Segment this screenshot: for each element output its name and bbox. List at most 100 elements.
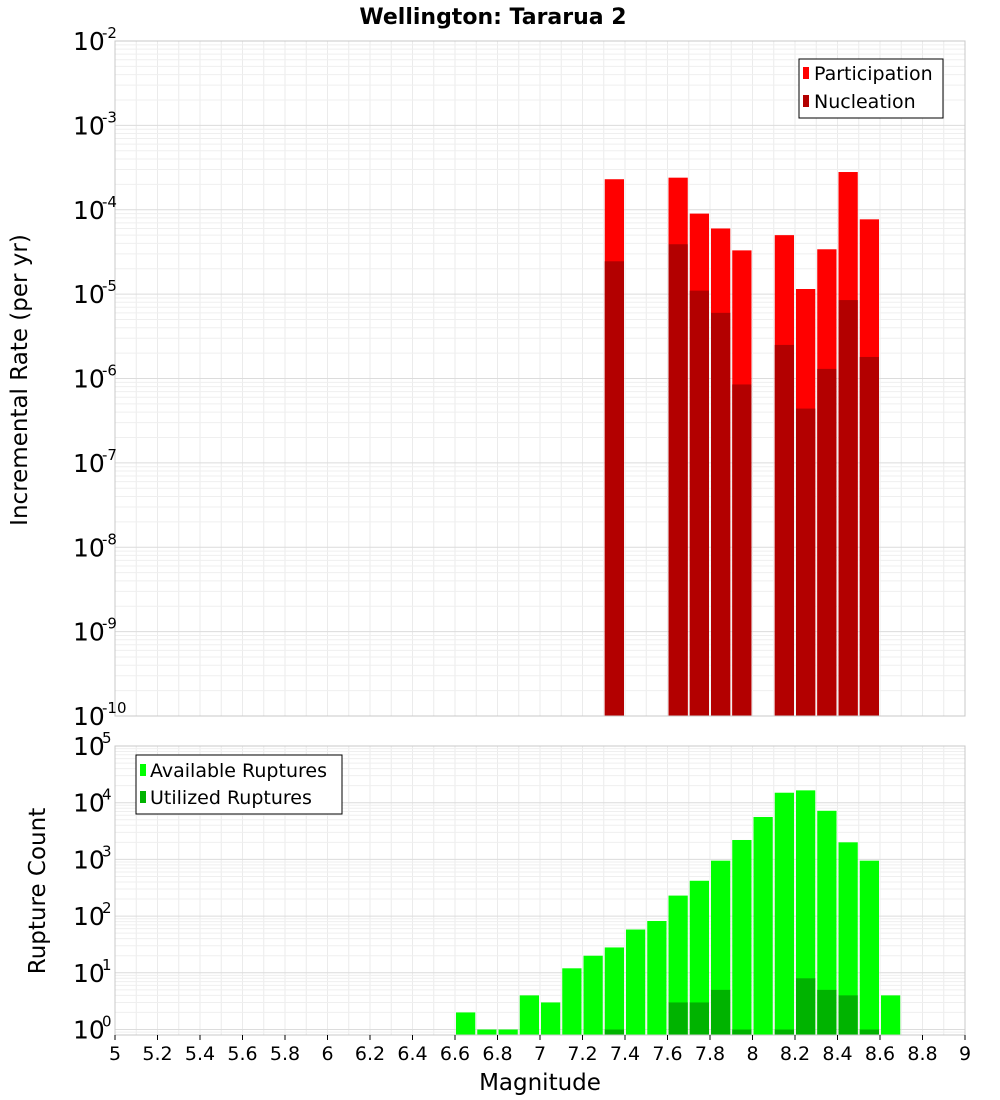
bar-secondary [732,1029,752,1035]
bar-secondary [859,356,879,716]
y-tick-label: 10 [73,618,105,647]
x-tick-label: 6.2 [355,1043,385,1065]
bar-primary [796,790,816,1035]
x-tick-label: 6.6 [440,1043,470,1065]
legend-label-nucleation: Nucleation [814,91,916,113]
bar-secondary [859,1029,879,1035]
bar-secondary [604,261,624,716]
top-y-axis-label: Incremental Rate (per yr) [7,234,33,526]
x-tick-label: 8.6 [865,1043,895,1065]
y-tick-exponent: -10 [102,699,127,717]
top-plot-border [114,40,966,717]
x-tick-label: 6.8 [482,1043,512,1065]
legend-label-participation: Participation [814,63,933,85]
y-tick-label: 10 [73,732,105,761]
y-tick-exponent: 5 [102,729,112,747]
y-tick-label: 10 [73,280,105,309]
top-legend-box [798,58,944,119]
top-bars [604,172,879,717]
bar-primary [477,1029,497,1035]
bar-primary [562,968,582,1035]
chart-title: Wellington: Tararua 2 [359,5,626,30]
bar-primary [498,1029,518,1035]
x-tick-label: 7.6 [652,1043,682,1065]
x-tick-label: 6 [321,1043,333,1065]
x-tick-label: 7 [534,1043,546,1065]
x-tick-label: 8.4 [822,1043,852,1065]
bar-primary [583,955,603,1035]
y-tick-label: 10 [73,1016,105,1045]
legend-swatch-available [140,764,146,776]
y-tick-exponent: -8 [102,530,117,548]
y-tick-exponent: -6 [102,362,117,380]
bottom-legend-box [135,754,343,815]
x-tick-label: 5.2 [142,1043,172,1065]
bar-primary [456,1012,476,1035]
bar-secondary [689,290,709,716]
y-tick-label: 10 [73,533,105,562]
y-tick-label: 10 [73,449,105,478]
x-tick-label: 7.8 [695,1043,725,1065]
bottom-bars [456,790,901,1035]
bottom-y-axis-label: Rupture Count [25,808,51,974]
bar-primary [668,895,688,1035]
x-tick-label: 8.8 [907,1043,937,1065]
y-tick-label: 10 [73,959,105,988]
y-tick-label: 10 [73,789,105,818]
bar-primary [732,839,752,1035]
bar-primary [881,995,901,1035]
bar-primary [519,995,539,1035]
y-tick-exponent: 0 [102,1013,112,1031]
top-legend: Participation Nucleation [798,58,944,119]
bar-secondary [774,1029,794,1035]
legend-swatch-participation [803,67,809,79]
bar-secondary [838,995,858,1035]
bar-secondary [774,344,794,716]
y-tick-label: 10 [73,196,105,225]
y-tick-exponent: -4 [102,193,117,211]
bar-secondary [668,1002,688,1035]
y-tick-exponent: -2 [102,24,117,42]
bar-primary [647,920,667,1035]
bar-secondary [817,368,837,716]
y-tick-exponent: -3 [102,108,117,126]
y-tick-label: 10 [73,902,105,931]
x-tick-label: 8 [746,1043,758,1065]
top-grid [114,40,966,717]
bar-primary [817,810,837,1035]
x-tick-label: 5.8 [270,1043,300,1065]
y-tick-exponent: 4 [102,786,112,804]
y-tick-label: 10 [73,111,105,140]
bar-primary [774,792,794,1035]
y-tick-exponent: -9 [102,615,117,633]
bar-secondary [668,244,688,716]
bar-primary [541,1002,561,1035]
y-tick-label: 10 [73,27,105,56]
y-tick-exponent: 3 [102,842,112,860]
bar-secondary [732,384,752,716]
y-tick-exponent: -7 [102,446,117,464]
legend-label-available: Available Ruptures [150,760,327,782]
x-tick-label: 5.4 [185,1043,215,1065]
x-axis-label: Magnitude [479,1070,601,1096]
bar-primary [689,880,709,1035]
bar-primary [604,947,624,1035]
y-tick-exponent: -5 [102,277,117,295]
x-tick-label: 7.4 [610,1043,640,1065]
y-tick-label: 10 [73,365,105,394]
bar-secondary [796,408,816,716]
legend-swatch-utilized [140,791,146,803]
bar-primary [753,816,773,1035]
bar-secondary [838,300,858,716]
bar-secondary [817,989,837,1035]
y-tick-label: 10 [73,702,105,731]
y-tick-exponent: 2 [102,899,112,917]
bar-secondary [689,1002,709,1035]
x-tick-label: 7.2 [567,1043,597,1065]
x-tick-label: 5.6 [227,1043,257,1065]
legend-swatch-nucleation [803,95,809,107]
